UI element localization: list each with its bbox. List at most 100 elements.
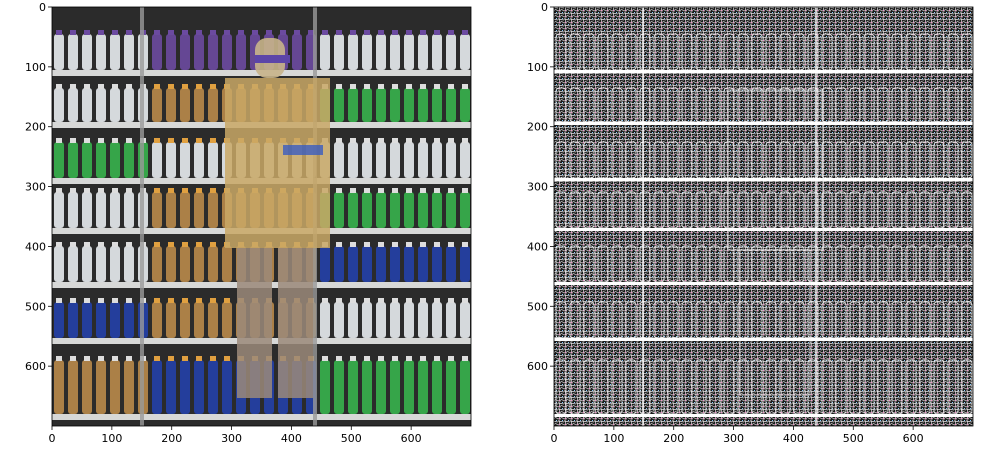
bottle-cap <box>350 298 356 303</box>
bottle <box>390 88 400 122</box>
bottle <box>418 360 428 414</box>
bottle-cap <box>392 30 398 35</box>
bottle-cap <box>182 356 188 361</box>
bottle-cap <box>70 356 76 361</box>
bottle <box>432 34 442 70</box>
bottle <box>82 302 92 338</box>
shelf-divider-edge <box>642 7 644 426</box>
bottle <box>54 34 64 70</box>
bottle-cap <box>336 138 342 143</box>
bottle <box>222 34 232 70</box>
bottle-cap <box>182 242 188 247</box>
bottle-cap <box>434 298 440 303</box>
bottle <box>54 88 64 122</box>
bottle <box>446 360 456 414</box>
bottle <box>418 88 428 122</box>
bottle-cap <box>70 298 76 303</box>
bottle <box>208 88 218 122</box>
bottle-cap <box>448 242 454 247</box>
bottle <box>418 302 428 338</box>
bottle-cap <box>210 242 216 247</box>
shelf-edge <box>554 70 973 73</box>
bottle-cap <box>70 30 76 35</box>
bottle-cap <box>336 298 342 303</box>
bottle <box>152 246 162 282</box>
bottle <box>166 302 176 338</box>
bottle <box>96 360 106 414</box>
bottle-cap <box>336 84 342 89</box>
bottle-cap <box>224 356 230 361</box>
bottle <box>432 360 442 414</box>
bottle <box>376 302 386 338</box>
bottle <box>362 142 372 178</box>
shelf-edge <box>554 178 973 181</box>
bottle-cap <box>462 356 468 361</box>
bottle-cap <box>434 188 440 193</box>
edge-image <box>554 7 973 426</box>
bottle-cap <box>126 138 132 143</box>
bottle-cap <box>448 30 454 35</box>
bottle <box>362 302 372 338</box>
bottle-cap <box>182 138 188 143</box>
bottle <box>152 88 162 122</box>
x-tick-label: 500 <box>341 432 362 445</box>
bottle-cap <box>462 138 468 143</box>
bottle-cap <box>364 30 370 35</box>
bottle-cap <box>434 84 440 89</box>
bottle-cap <box>84 356 90 361</box>
bottle <box>68 246 78 282</box>
bottle-cap <box>462 188 468 193</box>
y-tick-label: 400 <box>527 240 548 253</box>
y-tick-label: 0 <box>541 1 548 14</box>
bottle <box>82 34 92 70</box>
bottle-cap <box>210 84 216 89</box>
bottle <box>348 34 358 70</box>
y-tick-label: 300 <box>527 181 548 194</box>
original-image <box>52 7 471 426</box>
bottle-cap <box>350 138 356 143</box>
bottle <box>152 192 162 228</box>
bottle-cap <box>280 30 286 35</box>
y-tick-label: 200 <box>527 121 548 134</box>
shelf-edge <box>554 338 973 341</box>
bottle-cap <box>70 84 76 89</box>
bottle-cap <box>420 30 426 35</box>
bottle-cap <box>434 242 440 247</box>
y-tick-label: 200 <box>25 121 46 134</box>
bottle-cap <box>210 30 216 35</box>
bottle-cap <box>168 138 174 143</box>
bottle-cap <box>448 188 454 193</box>
bottle-cap <box>364 188 370 193</box>
bottle-cap <box>210 138 216 143</box>
bottle-cap <box>364 242 370 247</box>
bottle-cap <box>462 84 468 89</box>
bottle <box>110 34 120 70</box>
bottle <box>362 246 372 282</box>
shelf-divider <box>140 7 144 426</box>
bottle <box>390 360 400 414</box>
bottle-cap <box>196 242 202 247</box>
bottle <box>460 192 470 228</box>
bottle <box>194 34 204 70</box>
bottle-cap <box>168 356 174 361</box>
bottle <box>446 246 456 282</box>
bottle-cap <box>434 138 440 143</box>
bottle-cap <box>378 84 384 89</box>
bottle <box>166 360 176 414</box>
bottle-cap <box>56 242 62 247</box>
bottle <box>334 142 344 178</box>
x-tick-label: 300 <box>221 432 242 445</box>
bottle <box>334 88 344 122</box>
bottle <box>110 142 120 178</box>
shelf-divider-edge <box>815 7 817 426</box>
bottle <box>460 360 470 414</box>
bottle <box>194 192 204 228</box>
bottle-cap <box>56 30 62 35</box>
bottle-cap <box>98 242 104 247</box>
bottle-cap <box>462 242 468 247</box>
bottle-cap <box>98 30 104 35</box>
bottle <box>390 192 400 228</box>
bottle-cap <box>168 242 174 247</box>
bottle <box>362 34 372 70</box>
